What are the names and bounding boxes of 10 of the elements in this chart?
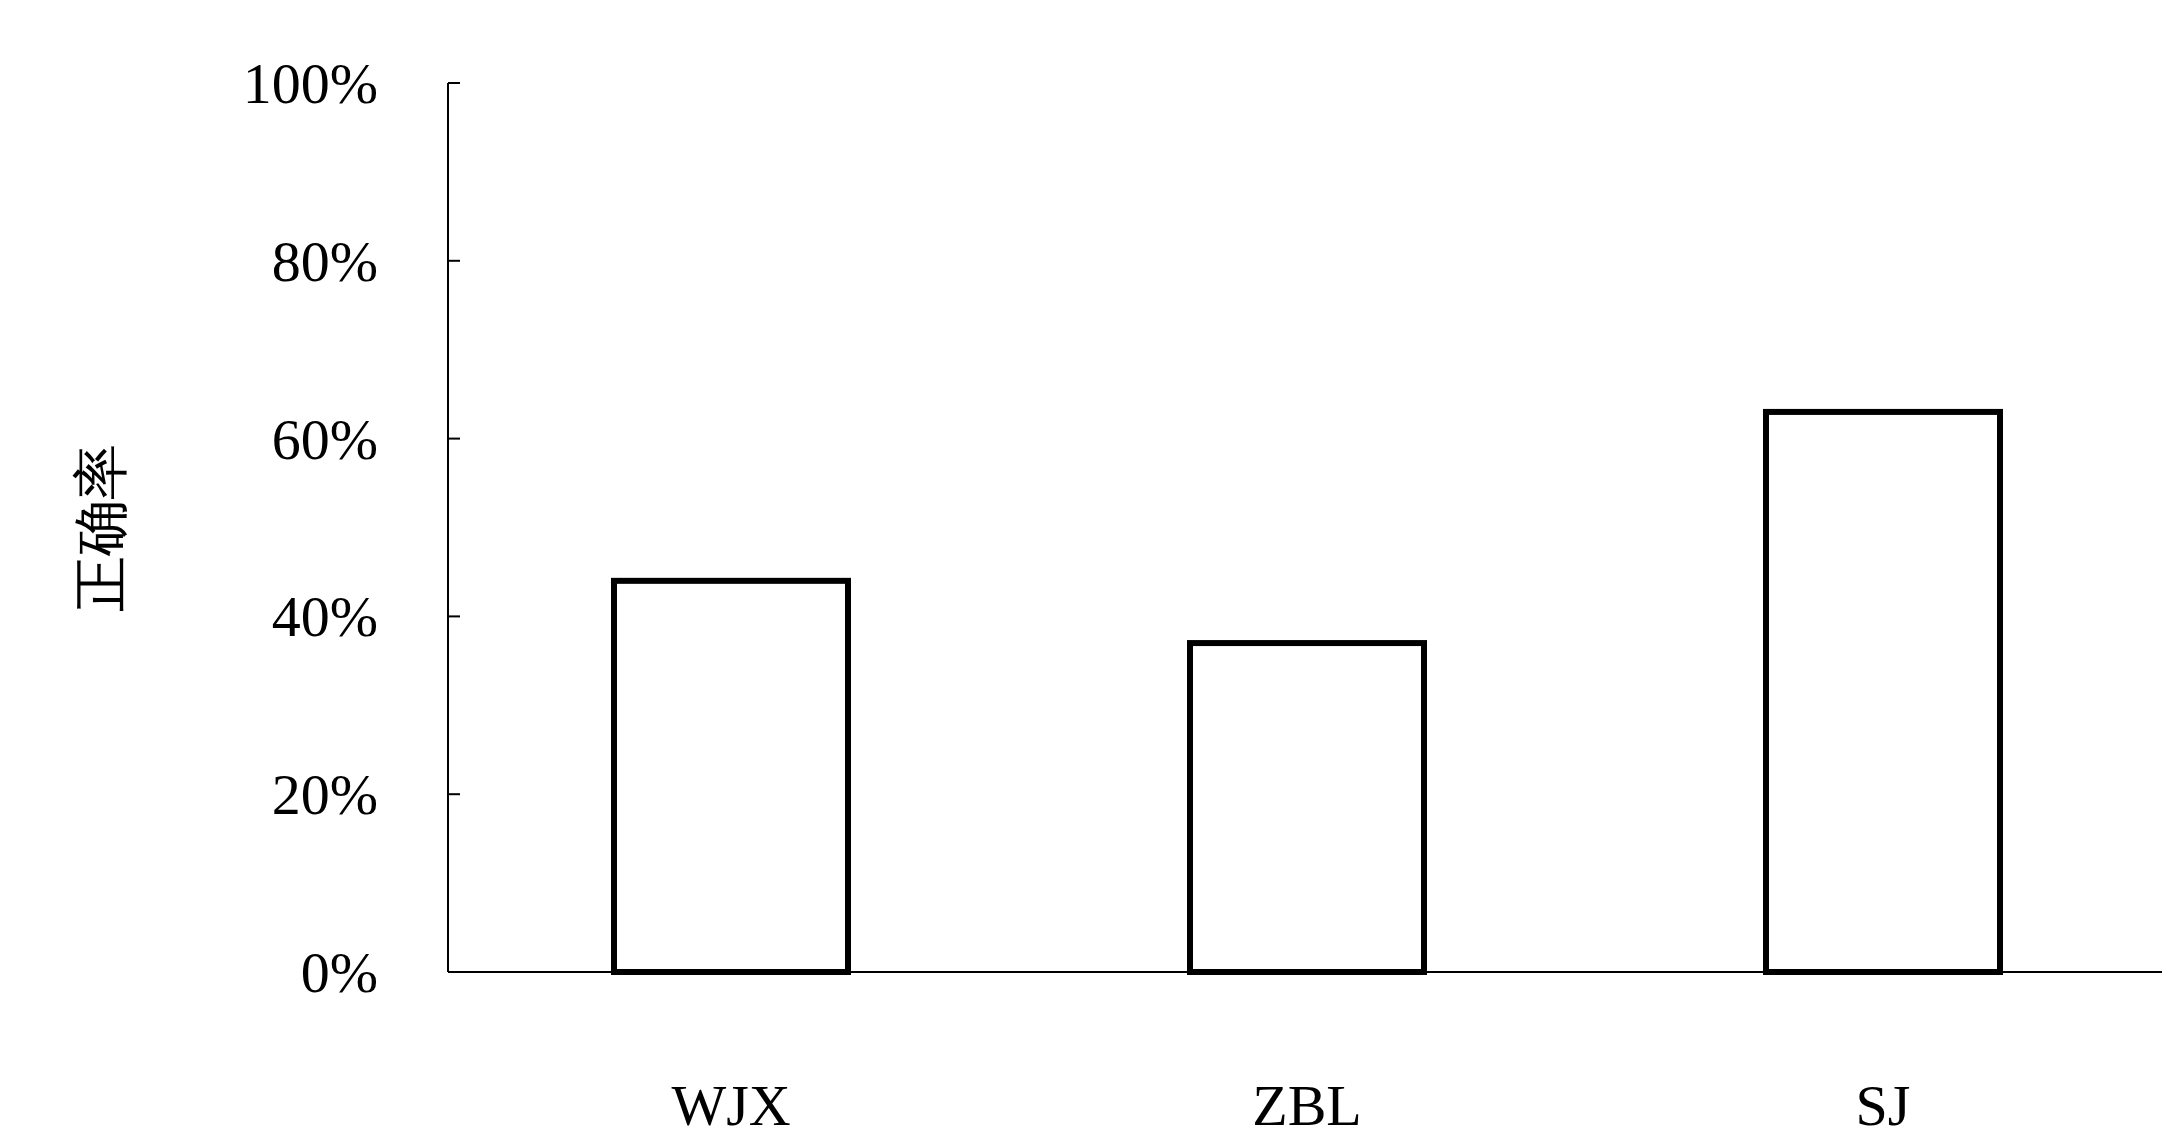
y-tick-label: 40%: [271, 584, 378, 650]
y-tick-label: 60%: [271, 406, 378, 472]
y-tick-label: 100%: [242, 51, 378, 116]
x-tick-label: ZBL: [1252, 1073, 1362, 1138]
y-tick-label: 20%: [271, 762, 378, 828]
y-tick-label: 0%: [300, 940, 378, 1005]
y-axis-title: 正确率: [70, 443, 132, 612]
y-tick-label: 80%: [271, 228, 378, 294]
x-tick-label: SJ: [1855, 1073, 1911, 1138]
x-tick-label: WJX: [671, 1073, 791, 1138]
